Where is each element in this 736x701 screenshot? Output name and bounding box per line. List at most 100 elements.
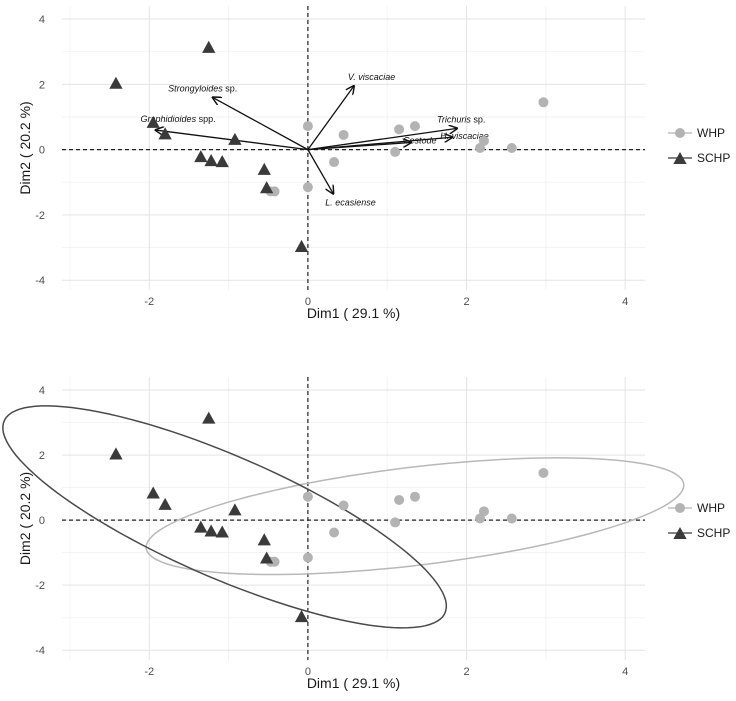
series-schp bbox=[109, 40, 309, 252]
point-whp bbox=[409, 491, 420, 502]
series-whp bbox=[265, 97, 549, 197]
x-tick-label: 0 bbox=[305, 666, 311, 678]
loading-arrow bbox=[307, 142, 411, 151]
x-tick-label: -2 bbox=[144, 296, 154, 308]
legend-key-circle bbox=[675, 503, 685, 513]
point-schp bbox=[257, 162, 271, 175]
panel-biplot: -2 0 2 4 -4 -2 0 2 4 Dim1 ( 29.1 %) Dim2 ( 20.2 %)… bbox=[17, 6, 730, 321]
point-whp bbox=[394, 124, 405, 135]
loading-vectors: Strongyloides sp. V. viscaciae Graphidioid… bbox=[141, 72, 489, 208]
y-tick-label: -2 bbox=[35, 580, 45, 592]
vector-label-name: Trichuris bbox=[437, 114, 471, 124]
x-tick-label: -2 bbox=[144, 666, 154, 678]
point-whp bbox=[338, 129, 349, 140]
point-schp bbox=[109, 76, 123, 89]
vector-label: V. viscaciae bbox=[348, 72, 395, 82]
point-schp bbox=[146, 115, 160, 128]
loading-arrow bbox=[307, 128, 457, 151]
point-whp bbox=[302, 121, 313, 132]
vector-label: H. viscaciae bbox=[440, 131, 489, 141]
confidence-ellipse-whp bbox=[145, 457, 685, 576]
confidence-ellipse-schp bbox=[2, 405, 448, 629]
point-whp bbox=[475, 513, 486, 524]
point-whp bbox=[506, 513, 517, 524]
legend-label: SCHP bbox=[697, 526, 730, 540]
point-whp bbox=[390, 146, 401, 157]
loading-arrow bbox=[307, 149, 333, 194]
vector-label-suffix: spp. bbox=[196, 114, 216, 124]
x-tick-label: 2 bbox=[463, 296, 469, 308]
vector-label-suffix: sp. bbox=[223, 83, 238, 93]
point-schp bbox=[294, 239, 309, 252]
point-schp bbox=[259, 181, 274, 194]
vector-label-name: V. viscaciae bbox=[348, 72, 395, 82]
vector-label-name: Strongyloides bbox=[168, 83, 223, 93]
point-whp bbox=[329, 527, 340, 538]
y-axis-title: Dim2 ( 20.2 %) bbox=[17, 472, 33, 565]
point-whp bbox=[338, 500, 349, 511]
vector-label-name: Graphidioides bbox=[141, 114, 197, 124]
vector-label: L. ecasiense bbox=[325, 198, 376, 208]
x-tick-label: 4 bbox=[622, 296, 628, 308]
point-schp bbox=[257, 533, 271, 546]
y-tick-label: 2 bbox=[39, 79, 45, 91]
vector-label-name: Cestode bbox=[403, 135, 437, 145]
x-axis-title: Dim1 ( 29.1 %) bbox=[307, 305, 400, 321]
point-whp bbox=[538, 97, 549, 108]
point-schp bbox=[215, 525, 229, 538]
point-schp bbox=[294, 610, 309, 623]
vector-label: Graphidioides spp. bbox=[141, 114, 216, 124]
vector-label-suffix: sp. bbox=[471, 114, 486, 124]
point-whp bbox=[394, 494, 405, 505]
y-tick-label: -4 bbox=[35, 275, 45, 287]
grid bbox=[62, 377, 645, 660]
vector-label: Cestode bbox=[403, 135, 437, 145]
legend-label: WHP bbox=[697, 126, 725, 140]
point-whp bbox=[475, 143, 486, 153]
point-schp bbox=[109, 447, 123, 460]
legend-label: WHP bbox=[697, 501, 725, 515]
y-tick-label: 0 bbox=[39, 515, 45, 527]
vector-label-name: L. ecasiense bbox=[325, 198, 376, 208]
point-schp bbox=[158, 497, 172, 510]
y-axis-title: Dim2 ( 20.2 %) bbox=[17, 101, 33, 194]
point-schp bbox=[194, 520, 208, 533]
x-tick-label: 0 bbox=[305, 296, 311, 308]
y-tick-label: 4 bbox=[39, 385, 45, 397]
point-schp bbox=[204, 154, 218, 167]
point-whp bbox=[302, 552, 313, 563]
loading-arrow bbox=[307, 86, 354, 151]
point-whp bbox=[409, 121, 420, 132]
point-schp bbox=[202, 40, 216, 53]
y-tick-label: -4 bbox=[35, 645, 45, 657]
legend-key-triangle bbox=[673, 152, 687, 165]
x-tick-label: 2 bbox=[463, 666, 469, 678]
legend-label: SCHP bbox=[697, 151, 730, 165]
point-schp bbox=[146, 486, 160, 499]
point-whp bbox=[538, 467, 549, 478]
point-whp bbox=[329, 157, 340, 168]
legend-key-triangle bbox=[673, 527, 687, 540]
loading-arrow bbox=[213, 97, 309, 151]
legend-key-circle bbox=[675, 128, 685, 138]
vector-label: Trichuris sp. bbox=[437, 114, 485, 124]
point-whp bbox=[390, 517, 401, 528]
point-schp bbox=[194, 150, 208, 163]
point-schp bbox=[259, 551, 274, 564]
y-tick-label: 0 bbox=[39, 145, 45, 157]
legend: WHP SCHP bbox=[668, 126, 730, 165]
x-tick-label: 4 bbox=[622, 666, 628, 678]
point-schp bbox=[228, 503, 242, 516]
point-schp bbox=[228, 132, 242, 145]
y-tick-label: 2 bbox=[39, 450, 45, 462]
point-schp bbox=[202, 411, 216, 424]
point-schp bbox=[204, 524, 218, 537]
point-whp bbox=[302, 491, 313, 502]
point-schp bbox=[215, 155, 229, 168]
point-schp bbox=[158, 127, 172, 140]
y-tick-label: -2 bbox=[35, 210, 45, 222]
point-whp bbox=[302, 182, 313, 193]
series-schp bbox=[109, 411, 309, 623]
y-tick-label: 4 bbox=[39, 14, 45, 26]
